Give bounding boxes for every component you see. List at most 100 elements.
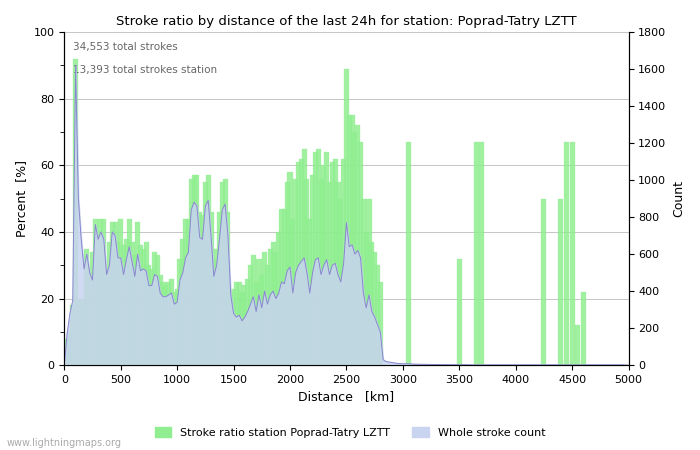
- Bar: [276, 232, 281, 365]
- Bar: [239, 292, 244, 365]
- Bar: [130, 242, 134, 365]
- Bar: [358, 142, 363, 365]
- Bar: [338, 198, 343, 365]
- Bar: [248, 265, 253, 365]
- Bar: [172, 292, 177, 365]
- Bar: [64, 338, 69, 365]
- Bar: [146, 265, 151, 365]
- Bar: [67, 332, 73, 365]
- Bar: [96, 252, 101, 365]
- Bar: [355, 125, 360, 365]
- Bar: [118, 219, 123, 365]
- Bar: [349, 115, 355, 365]
- Bar: [267, 248, 273, 365]
- Bar: [217, 212, 222, 365]
- Bar: [335, 182, 340, 365]
- Bar: [124, 238, 129, 365]
- Bar: [253, 282, 259, 365]
- Bar: [223, 179, 228, 365]
- Bar: [214, 248, 219, 365]
- Bar: [256, 259, 262, 365]
- Bar: [121, 245, 126, 365]
- Bar: [313, 152, 318, 365]
- Bar: [183, 219, 188, 365]
- Bar: [293, 179, 298, 365]
- Bar: [231, 288, 236, 365]
- Bar: [370, 242, 374, 365]
- Bar: [570, 142, 575, 365]
- Bar: [90, 252, 95, 365]
- Y-axis label: Percent  [%]: Percent [%]: [15, 160, 28, 237]
- Bar: [324, 152, 329, 365]
- Bar: [209, 212, 214, 365]
- Bar: [195, 175, 200, 365]
- Bar: [474, 142, 479, 365]
- Bar: [99, 219, 104, 365]
- Bar: [163, 285, 169, 365]
- Bar: [200, 215, 205, 365]
- Bar: [321, 165, 326, 365]
- Bar: [189, 179, 194, 365]
- Bar: [107, 242, 112, 365]
- Bar: [310, 175, 315, 365]
- Bar: [270, 242, 276, 365]
- Bar: [192, 175, 197, 365]
- Bar: [352, 132, 358, 365]
- Bar: [81, 298, 87, 365]
- Bar: [141, 248, 146, 365]
- Bar: [341, 158, 346, 365]
- Bar: [375, 265, 380, 365]
- Bar: [259, 275, 265, 365]
- Bar: [152, 252, 157, 365]
- Bar: [237, 282, 242, 365]
- Bar: [206, 175, 211, 365]
- Bar: [316, 148, 321, 365]
- Bar: [288, 172, 293, 365]
- Bar: [110, 222, 115, 365]
- Bar: [186, 219, 191, 365]
- Bar: [104, 272, 109, 365]
- Bar: [78, 302, 84, 365]
- X-axis label: Distance   [km]: Distance [km]: [298, 391, 395, 404]
- Bar: [363, 232, 369, 365]
- Bar: [262, 252, 267, 365]
- Text: 34,553 total strokes: 34,553 total strokes: [73, 42, 178, 52]
- Bar: [135, 222, 140, 365]
- Bar: [372, 252, 377, 365]
- Bar: [327, 182, 332, 365]
- Bar: [174, 288, 180, 365]
- Legend: Stroke ratio station Poprad-Tatry LZTT, Whole stroke count: Stroke ratio station Poprad-Tatry LZTT, …: [150, 423, 550, 442]
- Bar: [304, 179, 309, 365]
- Bar: [211, 259, 216, 365]
- Bar: [285, 182, 290, 365]
- Bar: [220, 182, 225, 365]
- Bar: [344, 68, 349, 365]
- Bar: [197, 212, 202, 365]
- Bar: [160, 282, 166, 365]
- Bar: [177, 259, 183, 365]
- Bar: [457, 259, 462, 365]
- Bar: [242, 285, 247, 365]
- Bar: [155, 255, 160, 365]
- Bar: [225, 212, 230, 365]
- Bar: [132, 255, 137, 365]
- Bar: [70, 305, 76, 365]
- Bar: [406, 142, 411, 365]
- Bar: [116, 242, 120, 365]
- Bar: [127, 219, 132, 365]
- Bar: [149, 269, 154, 365]
- Bar: [367, 198, 372, 365]
- Text: www.lightningmaps.org: www.lightningmaps.org: [7, 438, 122, 448]
- Bar: [228, 292, 233, 365]
- Text: 13,393 total strokes station: 13,393 total strokes station: [73, 65, 217, 75]
- Bar: [332, 158, 337, 365]
- Bar: [144, 242, 148, 365]
- Bar: [282, 209, 287, 365]
- Bar: [93, 219, 98, 365]
- Bar: [541, 198, 547, 365]
- Bar: [296, 162, 301, 365]
- Bar: [318, 179, 323, 365]
- Bar: [307, 219, 312, 365]
- Bar: [84, 248, 90, 365]
- Bar: [299, 158, 304, 365]
